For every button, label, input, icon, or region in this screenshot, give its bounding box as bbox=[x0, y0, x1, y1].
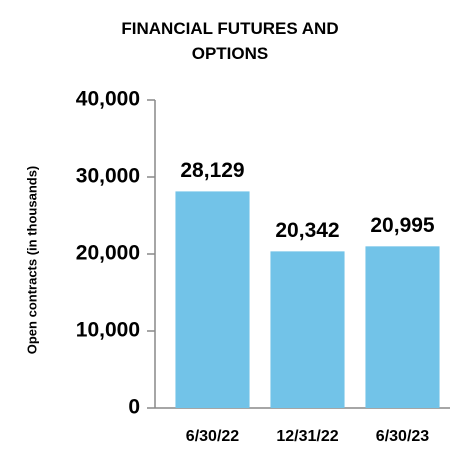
y-tick-label: 30,000 bbox=[76, 165, 140, 188]
bar bbox=[270, 251, 345, 408]
y-tick-label: 0 bbox=[128, 396, 140, 419]
y-axis-label: Open contracts (in thousands) bbox=[24, 166, 39, 355]
chart-title: FINANCIAL FUTURES AND OPTIONS bbox=[121, 19, 339, 63]
y-tick-label: 20,000 bbox=[76, 242, 140, 265]
bar bbox=[365, 246, 440, 408]
bar bbox=[175, 191, 250, 408]
value-label: 28,129 bbox=[180, 159, 244, 182]
y-tick-label: 40,000 bbox=[76, 88, 140, 111]
value-label: 20,342 bbox=[275, 219, 339, 242]
value-label: 20,995 bbox=[370, 214, 435, 237]
x-tick-label: 6/30/22 bbox=[186, 428, 239, 445]
x-tick-label: 12/31/22 bbox=[276, 428, 338, 445]
y-tick-label: 10,000 bbox=[76, 319, 140, 342]
x-tick-label: 6/30/23 bbox=[376, 428, 429, 445]
